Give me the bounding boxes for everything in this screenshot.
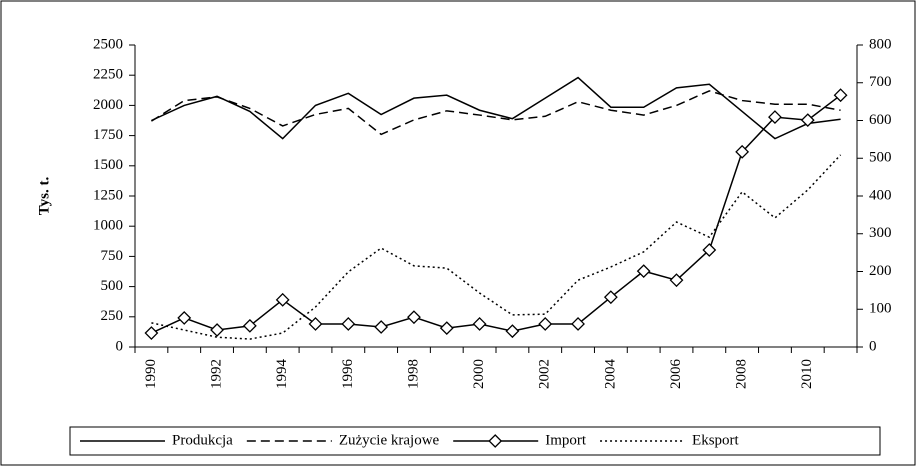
- marker: [144, 326, 159, 340]
- marker: [538, 317, 553, 331]
- x-tick-label: 2006: [668, 359, 684, 390]
- y2-tick-label: 600: [869, 112, 892, 128]
- marker: [341, 317, 356, 331]
- series-line: [151, 76, 841, 140]
- marker: [275, 292, 290, 307]
- y-tick-label: 750: [101, 248, 124, 264]
- y2-tick-label: 500: [869, 150, 892, 166]
- legend-label: Produkcja: [172, 432, 233, 448]
- x-tick-label: 1990: [143, 359, 159, 389]
- marker: [702, 243, 717, 257]
- legend: Produkcja Zużycie krajowe Import Eksport: [69, 426, 881, 456]
- y-axis-title: Tys. t.: [36, 177, 52, 216]
- y-tick-label: 500: [101, 278, 124, 294]
- y2-tick-label: 800: [869, 36, 892, 52]
- series-line: [151, 90, 841, 136]
- legend-label: Import: [545, 432, 587, 448]
- marker: [210, 323, 224, 337]
- y-tick-label: 250: [101, 308, 124, 324]
- x-tick-label: 1994: [274, 359, 290, 390]
- y-tick-label: 1750: [93, 127, 123, 143]
- y-tick-label: 2250: [93, 67, 123, 83]
- legend-label: Eksport: [692, 432, 739, 448]
- marker: [439, 321, 454, 336]
- x-tick-label: 2010: [799, 359, 815, 389]
- series-line: [151, 154, 842, 340]
- marker: [472, 317, 487, 331]
- y-tick-label: 0: [116, 338, 124, 354]
- marker: [374, 320, 389, 334]
- x-tick-label: 1996: [340, 359, 356, 390]
- y2-tick-label: 0: [869, 338, 877, 354]
- y-tick-label: 1250: [93, 187, 123, 203]
- y-tick-label: 2500: [93, 36, 123, 52]
- marker: [242, 318, 257, 333]
- x-tick-label: 1992: [208, 359, 224, 389]
- y-tick-label: 1500: [93, 157, 123, 173]
- x-tick-label: 2000: [471, 359, 487, 389]
- y2-tick-label: 700: [869, 74, 892, 90]
- marker: [308, 317, 323, 331]
- legend-box: [69, 426, 881, 456]
- marker: [177, 311, 192, 325]
- marker: [800, 113, 815, 128]
- marker: [735, 144, 750, 159]
- marker: [571, 317, 585, 331]
- x-tick-label: 2004: [602, 359, 618, 390]
- series-line: [151, 94, 842, 334]
- x-tick-label: 1998: [405, 359, 421, 389]
- marker: [768, 110, 782, 125]
- x-tick-label: 2002: [537, 359, 553, 389]
- marker: [636, 264, 651, 279]
- marker: [669, 273, 684, 288]
- y-tick-label: 1000: [93, 218, 123, 234]
- marker: [407, 310, 421, 325]
- y-tick-label: 2000: [93, 97, 123, 113]
- legend-marker: [488, 434, 503, 448]
- marker: [505, 324, 520, 339]
- legend-label: Zużycie krajowe: [339, 432, 440, 448]
- marker: [833, 88, 848, 103]
- x-tick-label: 2008: [734, 359, 750, 389]
- marker: [603, 290, 618, 305]
- y2-tick-label: 400: [869, 187, 892, 203]
- y2-tick-label: 300: [869, 225, 892, 241]
- y2-tick-label: 100: [869, 301, 892, 317]
- y2-tick-label: 200: [869, 263, 892, 279]
